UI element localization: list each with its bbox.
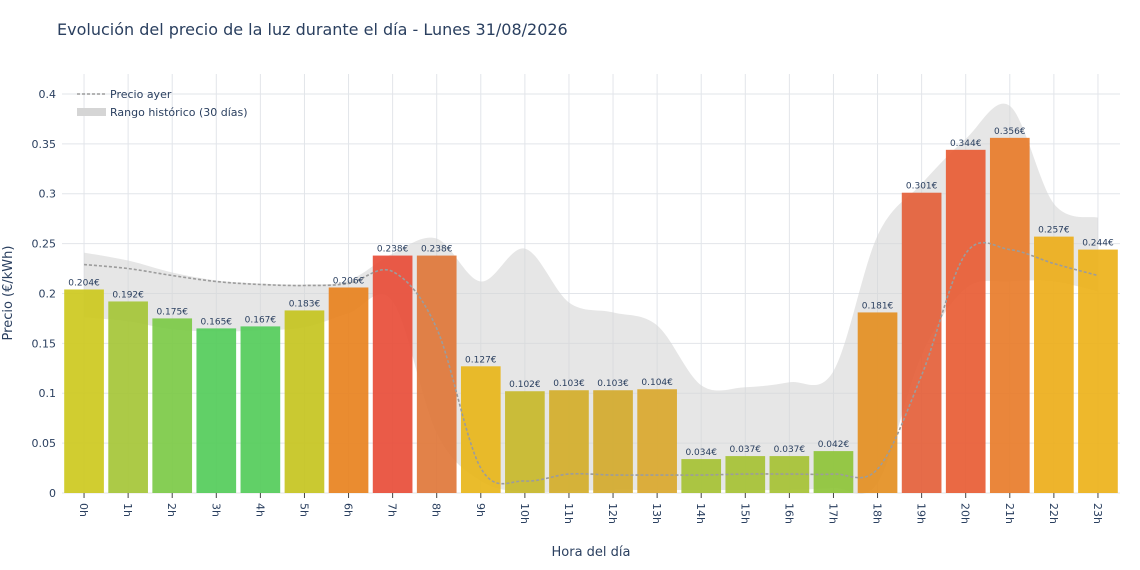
- price-bar: [1078, 249, 1118, 493]
- price-bar: [284, 310, 325, 493]
- x-tick-label: 16h: [782, 503, 795, 524]
- bar-value-label: 0.104€: [641, 378, 673, 388]
- x-tick-label: 7h: [386, 503, 399, 517]
- legend-label-range: Rango histórico (30 días): [110, 106, 248, 119]
- price-bar: [372, 255, 413, 493]
- x-tick-label: 3h: [209, 503, 222, 517]
- price-bar: [681, 459, 722, 493]
- y-axis-title: Precio (€/kWh): [1, 246, 16, 341]
- x-axis-title: Hora del día: [552, 545, 631, 560]
- legend-band-swatch: [77, 108, 106, 116]
- bar-value-label: 0.183€: [289, 299, 321, 309]
- bar-value-label: 0.034€: [685, 448, 717, 458]
- bar-value-label: 0.356€: [994, 127, 1026, 137]
- y-tick-label: 0.1: [39, 387, 57, 400]
- bar-value-label: 0.175€: [156, 307, 188, 317]
- x-tick-label: 20h: [959, 503, 972, 524]
- bar-labels: 0.204€ 0.192€ 0.175€ 0.165€ 0.167€ 0.183€ 0.20…: [68, 127, 1114, 458]
- x-tick-label: 6h: [342, 503, 355, 517]
- x-tick-label: 5h: [297, 503, 310, 517]
- bar-value-label: 0.244€: [1082, 239, 1114, 249]
- price-bar: [328, 287, 369, 493]
- bar-value-label: 0.103€: [597, 379, 629, 389]
- yesterday-price-line: [83, 241, 1099, 485]
- y-tick-label: 0.05: [32, 437, 57, 450]
- bar-value-label: 0.238€: [377, 245, 409, 255]
- yesterday-line-path: [83, 241, 1099, 485]
- y-tick-label: 0.2: [39, 287, 57, 300]
- price-bar: [813, 451, 854, 493]
- bar-value-label: 0.165€: [201, 317, 233, 327]
- price-bar: [1034, 236, 1074, 493]
- price-bar: [64, 289, 104, 493]
- x-tick-label: 14h: [694, 503, 707, 524]
- bar-value-label: 0.238€: [421, 245, 453, 255]
- chart-title: Evolución del precio de la luz durante e…: [57, 20, 568, 39]
- x-tick-label: 12h: [606, 503, 619, 524]
- bar-value-label: 0.206€: [333, 276, 365, 286]
- price-bar: [549, 390, 589, 493]
- bar-value-label: 0.102€: [509, 380, 541, 390]
- bar-value-label: 0.042€: [818, 440, 850, 450]
- price-bar: [460, 366, 501, 493]
- price-bar: [593, 390, 633, 493]
- price-bar: [901, 192, 942, 493]
- x-tick-label: 17h: [826, 503, 839, 524]
- price-bar: [240, 326, 281, 493]
- x-tick-label: 0h: [77, 503, 90, 517]
- price-bar: [505, 391, 545, 493]
- x-tick-label: 22h: [1047, 503, 1060, 524]
- x-tick-label: 23h: [1091, 503, 1104, 524]
- bar-value-label: 0.037€: [730, 445, 762, 455]
- price-bar: [416, 255, 457, 493]
- bar-value-label: 0.344€: [950, 139, 982, 149]
- y-tick-label: 0.15: [32, 337, 57, 350]
- price-bar: [196, 328, 237, 493]
- x-tick-label: 1h: [121, 503, 134, 517]
- bar-value-label: 0.181€: [862, 301, 894, 311]
- price-bar: [637, 389, 677, 493]
- y-tick-label: 0: [49, 487, 56, 500]
- x-tick-label: 11h: [562, 503, 575, 524]
- bar-layer: [64, 137, 1118, 494]
- x-tick-label: 19h: [915, 503, 928, 524]
- bar-value-label: 0.103€: [553, 379, 585, 389]
- price-bar: [857, 312, 898, 493]
- x-tick-label: 2h: [165, 503, 178, 517]
- x-tick-label: 18h: [871, 503, 884, 524]
- legend-label-ayer: Precio ayer: [110, 88, 172, 101]
- bar-value-label: 0.167€: [245, 315, 277, 325]
- y-tick-label: 0.3: [39, 188, 57, 201]
- price-bar: [945, 149, 986, 494]
- bar-value-label: 0.301€: [906, 182, 938, 192]
- price-bar: [989, 137, 1030, 493]
- x-tick-label: 9h: [474, 503, 487, 517]
- x-tick-label: 13h: [650, 503, 663, 524]
- bar-value-label: 0.257€: [1038, 226, 1070, 236]
- price-bar: [152, 318, 193, 493]
- x-tick-label: 4h: [253, 503, 266, 517]
- bar-value-label: 0.127€: [465, 355, 497, 365]
- y-tick-label: 0.25: [32, 238, 57, 251]
- bar-value-label: 0.204€: [68, 278, 100, 288]
- y-tick-label: 0.35: [32, 138, 57, 151]
- historic-range-area: [84, 103, 1098, 495]
- x-tick-label: 10h: [518, 503, 531, 524]
- bar-value-label: 0.037€: [774, 445, 806, 455]
- x-tick-label: 21h: [1003, 503, 1016, 524]
- x-tick-label: 8h: [430, 503, 443, 517]
- historic-range-band: [84, 103, 1098, 495]
- x-tick-label: 15h: [738, 503, 751, 524]
- axis-layer: 0 0.05 0.1 0.15 0.2 0.25 0.3 0.35 0.4 0h 1h 2h 3h 4h 5…: [32, 88, 1104, 524]
- y-tick-label: 0.4: [39, 88, 57, 101]
- bar-value-label: 0.192€: [112, 290, 144, 300]
- price-bar: [108, 301, 148, 493]
- legend: Precio ayer Rango histórico (30 días): [77, 88, 248, 119]
